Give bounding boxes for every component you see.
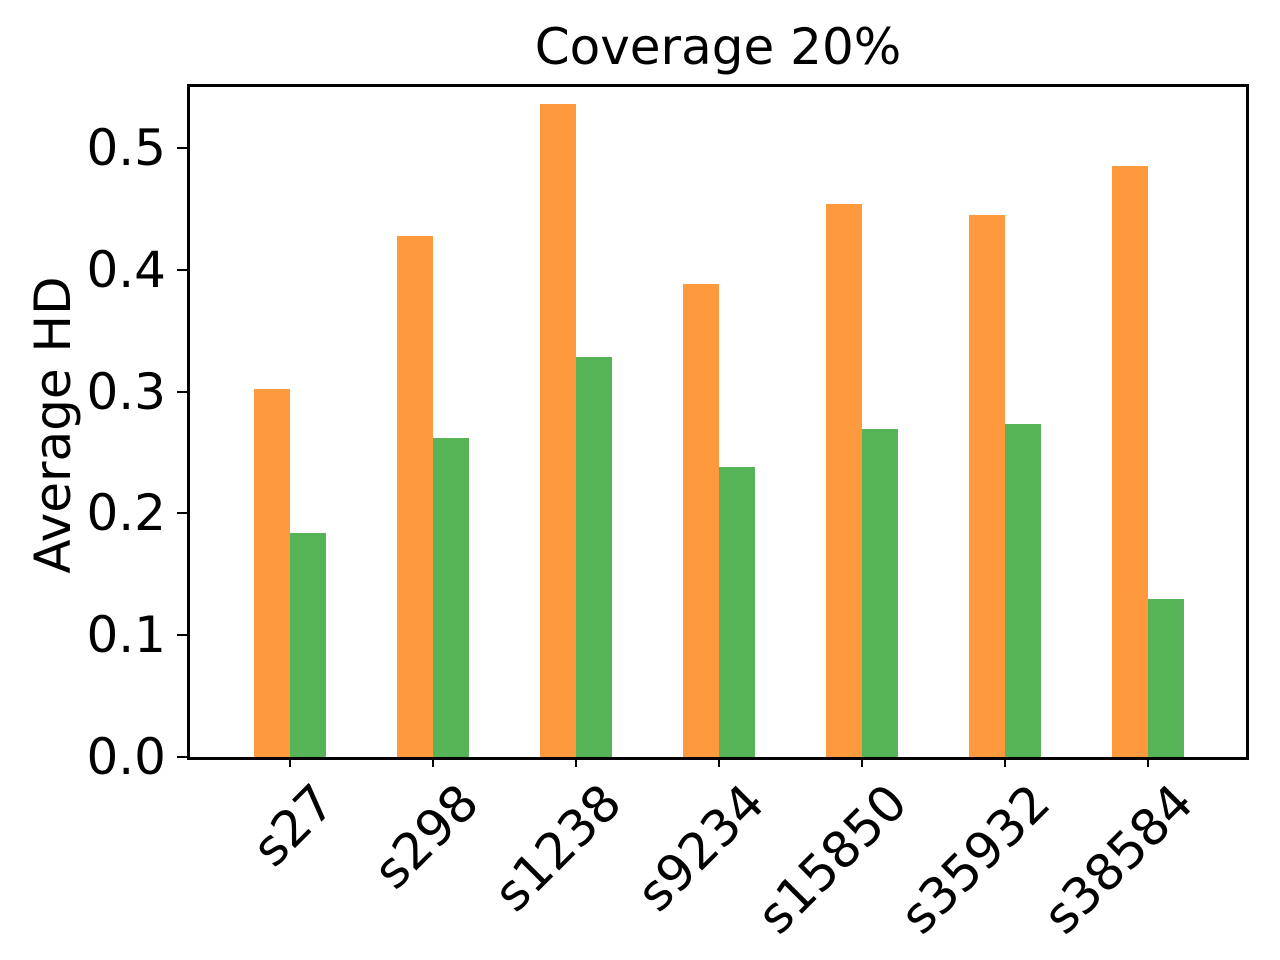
y-tick-mark-0.3	[177, 391, 187, 393]
bar-green-s15850	[862, 429, 898, 757]
y-tick-mark-0.0	[177, 756, 187, 758]
bar-orange-s38584	[1112, 166, 1148, 757]
x-tick-label-s1238: s1238	[482, 773, 633, 923]
y-tick-label-0.1: 0.1	[86, 606, 166, 664]
bar-orange-s298	[397, 236, 433, 757]
x-tick-label-s35932: s35932	[889, 773, 1062, 946]
x-tick-mark-s9234	[718, 757, 720, 767]
y-tick-mark-0.1	[177, 634, 187, 636]
chart-title: Coverage 20%	[534, 18, 902, 76]
bar-green-s1238	[576, 357, 612, 757]
x-tick-mark-s15850	[861, 757, 863, 767]
bar-green-s27	[290, 533, 326, 757]
y-tick-label-0.0: 0.0	[86, 728, 166, 786]
x-tick-mark-s27	[289, 757, 291, 767]
y-tick-label-0.4: 0.4	[86, 241, 166, 299]
x-tick-label-s38584: s38584	[1032, 773, 1205, 946]
y-tick-mark-0.5	[177, 147, 187, 149]
x-tick-mark-s1238	[575, 757, 577, 767]
bar-green-s35932	[1005, 424, 1041, 757]
bar-orange-s27	[254, 389, 290, 757]
bar-orange-s9234	[683, 284, 719, 757]
plot-area	[187, 84, 1249, 760]
x-tick-mark-s38584	[1147, 757, 1149, 767]
y-tick-mark-0.2	[177, 512, 187, 514]
bar-orange-s35932	[969, 215, 1005, 757]
bar-orange-s1238	[540, 104, 576, 757]
y-tick-label-0.3: 0.3	[86, 363, 166, 421]
y-tick-label-0.2: 0.2	[86, 484, 166, 542]
bar-green-s298	[433, 438, 469, 757]
x-tick-mark-s35932	[1004, 757, 1006, 767]
bar-green-s9234	[719, 467, 755, 757]
bar-orange-s15850	[826, 204, 862, 757]
x-tick-label-s27: s27	[241, 773, 347, 878]
y-tick-mark-0.4	[177, 269, 187, 271]
x-tick-label-s15850: s15850	[746, 773, 919, 946]
y-tick-label-0.5: 0.5	[86, 119, 166, 177]
x-tick-label-s298: s298	[362, 773, 490, 901]
x-tick-mark-s298	[432, 757, 434, 767]
bar-green-s38584	[1148, 599, 1184, 757]
